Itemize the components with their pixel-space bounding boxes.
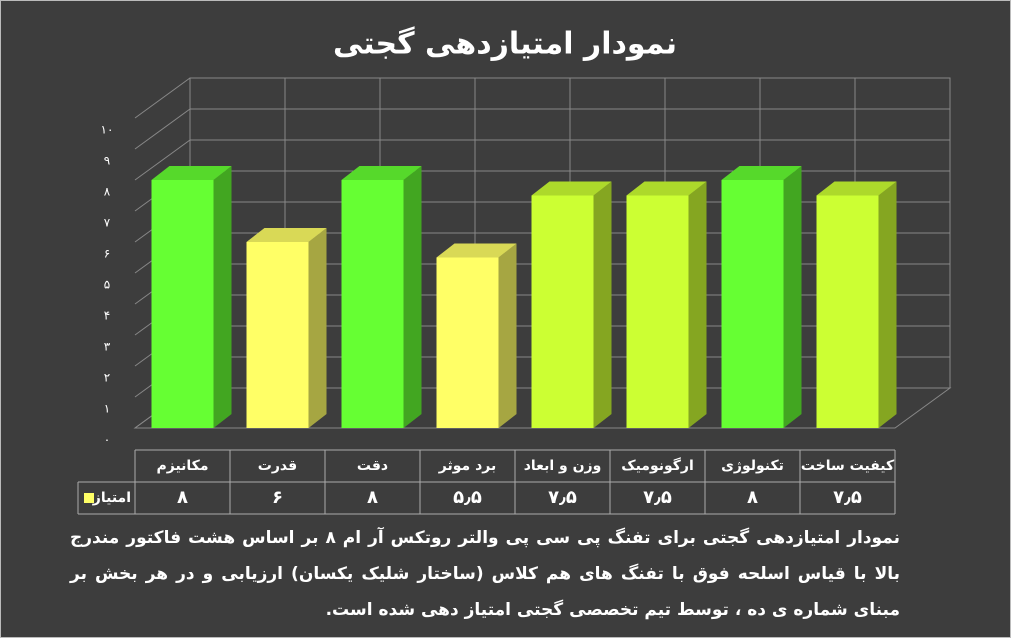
bar-side <box>213 166 232 428</box>
bar-top-shade <box>341 166 422 180</box>
bar <box>436 257 499 428</box>
y-tick-label: ۵ <box>104 278 110 292</box>
value-label: ۸ <box>177 487 188 508</box>
x-tick-label: وزن و ابعاد <box>524 458 602 474</box>
bar-top-shade <box>816 181 897 196</box>
bar <box>626 195 689 428</box>
y-tick-label: ۰ <box>104 433 110 447</box>
bar-top-shade <box>151 166 232 180</box>
y-tick-label: ۲ <box>104 371 110 385</box>
value-label: ۸ <box>747 487 758 508</box>
bar-side <box>688 181 707 428</box>
caption: نمودار امتیازدهی گجتی برای تفنگ پی سی پی… <box>70 528 900 620</box>
chart: نمودار امتیازدهی گجتی ۰ ۱ ۲ ۳ ۴ ۵ ۶ ۷ ۸ ۹ ۱۰ مکانیز… <box>77 26 952 515</box>
x-tick-label: ارگونومیک <box>621 457 694 474</box>
x-tick-label: مکانیزم <box>156 458 208 474</box>
bar <box>816 195 879 428</box>
bar-shade <box>213 166 232 428</box>
bar-side <box>878 181 897 428</box>
bar-top-shade <box>246 228 327 242</box>
bar-side <box>308 228 327 428</box>
grid-line <box>134 108 950 150</box>
bar-side <box>403 166 422 428</box>
bar-top-shade <box>626 181 707 196</box>
bar <box>246 242 309 428</box>
bar-top <box>151 166 232 180</box>
bar-top <box>531 181 612 196</box>
bar-top <box>341 166 422 180</box>
y-tick-label: ۶ <box>104 247 110 261</box>
value-label: ۸ <box>367 487 378 508</box>
y-tick-label: ۴ <box>104 309 110 323</box>
legend-label: امتیاز <box>92 490 131 506</box>
bar-top <box>816 181 897 196</box>
x-tick-label: قدرت <box>258 458 297 474</box>
value-label: ۷٫۵ <box>643 487 672 508</box>
x-tick-label: برد موثر <box>438 458 496 474</box>
bar <box>531 195 594 428</box>
bar-shade <box>498 243 517 428</box>
bar-shade <box>688 181 707 428</box>
bar-shade <box>308 228 327 428</box>
value-label: ۷٫۵ <box>548 487 577 508</box>
bar-top <box>436 243 517 258</box>
bar-top-shade <box>531 181 612 196</box>
bar-side <box>783 166 802 428</box>
chart-title: نمودار امتیازدهی گجتی <box>333 26 677 62</box>
bar-top <box>246 228 327 242</box>
x-tick-label: دقت <box>357 458 388 474</box>
bar <box>721 180 784 428</box>
bar-top-shade <box>721 166 802 180</box>
bar-side <box>498 243 517 428</box>
y-tick-label: ۱۰ <box>101 123 114 137</box>
x-tick-label: تکنولوژی <box>721 458 784 474</box>
grid-line <box>134 77 950 119</box>
bar <box>341 180 404 428</box>
y-tick-label: ۱ <box>104 402 110 416</box>
bar <box>151 180 214 428</box>
bar-top-shade <box>436 243 517 258</box>
y-tick-label: ۹ <box>104 154 110 168</box>
bar-top <box>721 166 802 180</box>
y-tick-label: ۷ <box>104 216 111 230</box>
value-label: ۷٫۵ <box>833 487 862 508</box>
y-tick-label: ۳ <box>104 340 111 354</box>
bar-shade <box>783 166 802 428</box>
value-label: ۵٫۵ <box>453 487 482 508</box>
bar-shade <box>403 166 422 428</box>
bar-side <box>593 181 612 428</box>
bar-shade <box>593 181 612 428</box>
x-tick-label: کیفیت ساخت <box>801 458 895 474</box>
grid-line <box>134 139 950 181</box>
bar-shade <box>878 181 897 428</box>
bar-top <box>626 181 707 196</box>
y-tick-label: ۸ <box>104 185 111 199</box>
value-label: ۶ <box>272 487 283 508</box>
legend-marker <box>84 493 94 503</box>
